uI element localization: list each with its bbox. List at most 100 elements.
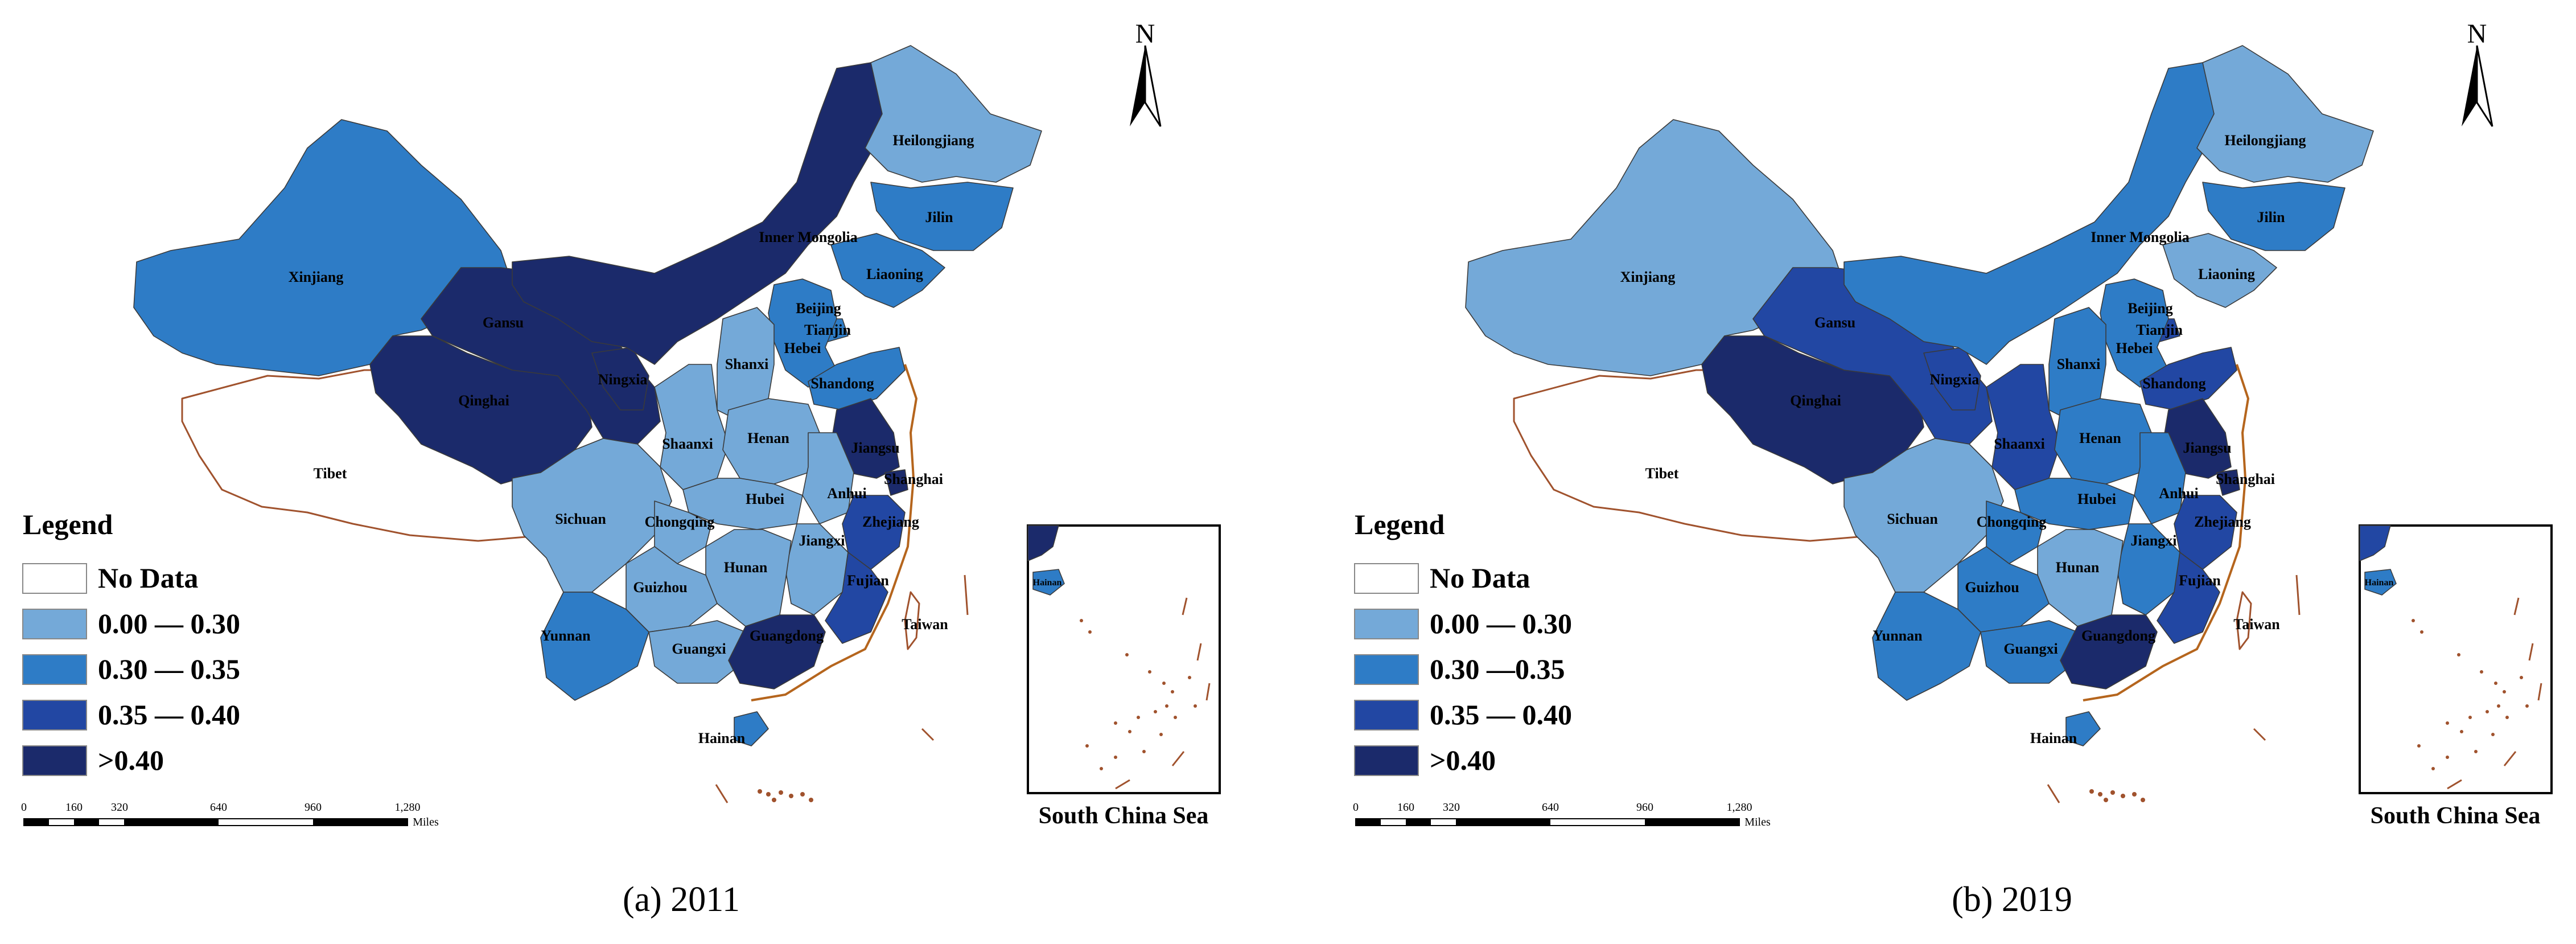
inset-title: South China Sea — [2371, 803, 2541, 829]
label-chongqing: Chongqing — [1977, 514, 2047, 530]
legend-label-3: 0.35 — 0.40 — [1430, 699, 1572, 730]
legend-swatch-3 — [1354, 700, 1419, 730]
label-tibet: Tibet — [314, 465, 347, 482]
label-guizhou: Guizhou — [1965, 579, 2019, 596]
province-anhui[interactable] — [2134, 432, 2186, 524]
map-panel-b: Xinjiang Tibet Qinghai Gansu Ningxia Inner Mo… — [1353, 19, 2553, 829]
legend-label-0: No Data — [1430, 562, 1530, 594]
province-inner-mongolia[interactable] — [1843, 62, 2220, 365]
provinces — [133, 45, 1042, 746]
label-xinjiang: Xinjiang — [1620, 269, 1676, 285]
label-guangxi: Guangxi — [672, 641, 726, 657]
province-hainan[interactable] — [2065, 711, 2101, 746]
scale-tick-0: 0 — [1353, 801, 1359, 814]
province-shanghai[interactable] — [884, 469, 908, 496]
label-guangxi: Guangxi — [2003, 641, 2057, 657]
province-anhui[interactable] — [802, 432, 854, 524]
province-shandong[interactable] — [808, 347, 906, 411]
label-sichuan: Sichuan — [1887, 511, 1938, 527]
label-shandong: Shandong — [2142, 375, 2205, 392]
label-tianjin: Tianjin — [2136, 322, 2183, 338]
label-tianjin: Tianjin — [804, 322, 851, 338]
province-yunnan[interactable] — [1872, 592, 1981, 701]
label-jiangsu: Jiangsu — [2183, 440, 2231, 456]
province-shanghai[interactable] — [2216, 469, 2240, 496]
legend-label-0: No Data — [98, 562, 198, 594]
label-beijing: Beijing — [2128, 300, 2172, 317]
label-hainan: Hainan — [2030, 730, 2077, 746]
province-zhejiang[interactable] — [842, 495, 906, 570]
legend-label-2: 0.30 —0.35 — [1430, 653, 1565, 685]
province-hubei[interactable] — [682, 478, 803, 530]
label-ningxia: Ningxia — [598, 371, 648, 388]
label-zhejiang: Zhejiang — [2194, 514, 2251, 530]
scale-bar: 0 160 320 640 960 1,280 Miles — [1353, 801, 1771, 828]
legend-title: Legend — [1355, 508, 1445, 540]
scale-tick-3: 640 — [1542, 801, 1559, 814]
province-yunnan[interactable] — [540, 592, 649, 701]
province-heilongjiang[interactable] — [2196, 45, 2374, 183]
province-shandong[interactable] — [2139, 347, 2237, 411]
scale-tick-5: 1,280 — [1727, 801, 1752, 814]
province-hubei[interactable] — [2014, 478, 2135, 530]
label-liaoning: Liaoning — [866, 266, 923, 282]
label-shaanxi: Shaanxi — [662, 436, 713, 452]
label-shanxi: Shanxi — [725, 356, 769, 372]
province-jilin[interactable] — [870, 182, 1014, 251]
label-shanghai: Shanghai — [884, 471, 943, 487]
label-hubei: Hubei — [746, 491, 784, 507]
north-arrow: N — [2462, 19, 2493, 127]
province-zhejiang[interactable] — [2174, 495, 2237, 570]
label-ningxia: Ningxia — [1930, 371, 1980, 388]
province-guangdong[interactable] — [2060, 614, 2158, 689]
legend: Legend No Data 0.00 — 0.30 0.30 —0.35 0.35 —… — [1354, 508, 1572, 776]
legend-swatch-2 — [22, 654, 87, 685]
panel-caption-a: (a) 2011 — [623, 880, 740, 919]
province-jilin[interactable] — [2202, 182, 2345, 251]
province-taiwan[interactable] — [2236, 591, 2252, 650]
province-qinghai[interactable] — [369, 335, 592, 485]
province-heilongjiang[interactable] — [865, 45, 1042, 183]
label-gansu: Gansu — [483, 314, 524, 331]
scale-tick-1: 160 — [65, 801, 83, 814]
label-heilongjiang: Heilongjiang — [2224, 132, 2306, 149]
label-qinghai: Qinghai — [458, 392, 509, 409]
scale-tick-3: 640 — [210, 801, 227, 814]
label-anhui: Anhui — [2159, 485, 2198, 502]
label-shaanxi: Shaanxi — [1994, 436, 2045, 452]
north-label: N — [1135, 19, 1155, 49]
label-heilongjiang: Heilongjiang — [892, 132, 974, 149]
label-hainan: Hainan — [698, 730, 746, 746]
inset-hainan-label: Hainan — [2365, 578, 2394, 588]
province-inner-mongolia[interactable] — [512, 62, 888, 365]
label-sichuan: Sichuan — [555, 511, 606, 527]
province-liaoning[interactable] — [830, 233, 945, 308]
province-hainan[interactable] — [734, 711, 769, 746]
province-qinghai[interactable] — [1701, 335, 1924, 485]
province-liaoning[interactable] — [2162, 233, 2277, 308]
legend-swatch-1 — [22, 609, 87, 639]
label-anhui: Anhui — [827, 485, 866, 502]
label-henan: Henan — [2079, 430, 2121, 446]
scale-tick-1: 160 — [1397, 801, 1414, 814]
legend-label-3: 0.35 — 0.40 — [98, 699, 240, 730]
province-fujian[interactable] — [2157, 552, 2220, 644]
province-guangdong[interactable] — [728, 614, 826, 689]
province-hunan[interactable] — [2037, 529, 2124, 627]
legend-swatch-0 — [1354, 563, 1419, 594]
province-taiwan[interactable] — [904, 591, 920, 650]
label-zhejiang: Zhejiang — [862, 514, 919, 530]
label-hunan: Hunan — [2056, 559, 2100, 576]
label-jiangsu: Jiangsu — [851, 440, 899, 456]
label-guizhou: Guizhou — [633, 579, 687, 596]
province-fujian[interactable] — [825, 552, 888, 644]
label-shanxi: Shanxi — [2057, 356, 2101, 372]
label-yunnan: Yunnan — [541, 627, 591, 644]
label-taiwan: Taiwan — [2233, 616, 2280, 633]
inset-hainan-label: Hainan — [1033, 578, 1062, 588]
panel-caption-b: (b) 2019 — [1952, 880, 2072, 919]
south-china-sea-inset: Hainan South China Sea — [2359, 524, 2553, 829]
province-hunan[interactable] — [705, 529, 792, 627]
